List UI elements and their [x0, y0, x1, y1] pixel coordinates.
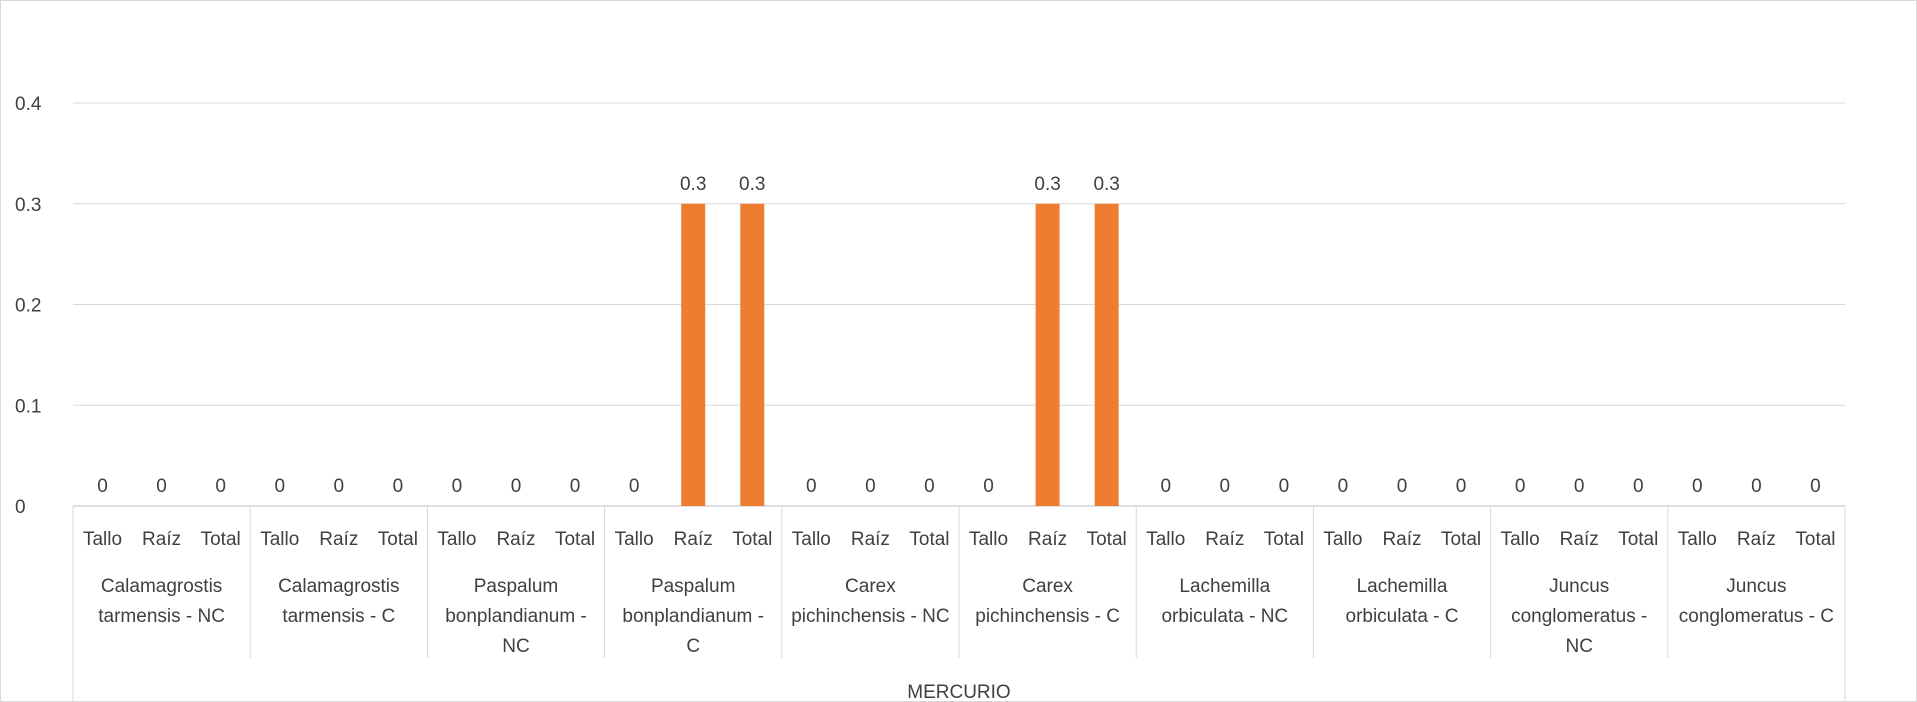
y-tick-label: 0.3: [15, 195, 41, 216]
data-label: 0.3: [680, 174, 706, 195]
group-tick-label: C: [686, 636, 700, 657]
group-tick-label: Paspalum: [474, 576, 559, 597]
subcategory-tick-label: Raíz: [1028, 529, 1067, 550]
subcategory-tick-label: Total: [1087, 529, 1127, 550]
group-tick-label: Carex: [845, 576, 896, 597]
subcategory-tick-label: Total: [201, 529, 241, 550]
group-tick-label: tarmensis - C: [282, 606, 395, 627]
data-label: 0: [1633, 476, 1644, 497]
subcategory-tick-label: Raíz: [1560, 529, 1599, 550]
group-tick-label: pichinchensis - NC: [791, 606, 949, 627]
data-label: 0: [924, 476, 935, 497]
bar: [1035, 203, 1060, 506]
subcategory-tick-label: Tallo: [969, 529, 1008, 550]
data-label: 0.3: [1034, 174, 1060, 195]
data-label: 0: [629, 476, 640, 497]
group-tick-label: NC: [1565, 636, 1592, 657]
subcategory-tick-label: Tallo: [1146, 529, 1185, 550]
data-label: 0: [215, 476, 226, 497]
data-label: 0: [1456, 476, 1467, 497]
subcategory-tick-label: Tallo: [1678, 529, 1717, 550]
group-tick-label: conglomeratus - C: [1679, 606, 1834, 627]
data-label: 0: [393, 476, 404, 497]
y-tick-label: 0.2: [15, 296, 41, 317]
subcategory-tick-label: Raíz: [674, 529, 713, 550]
group-tick-label: bonplandianum -: [445, 606, 587, 627]
group-tick-label: tarmensis - NC: [98, 606, 225, 627]
data-label: 0.3: [1093, 174, 1119, 195]
subcategory-tick-label: Tallo: [792, 529, 831, 550]
data-label: 0: [1515, 476, 1526, 497]
subcategory-tick-label: Raíz: [851, 529, 890, 550]
group-tick-label: Calamagrostis: [101, 576, 222, 597]
subcategory-tick-label: Raíz: [496, 529, 535, 550]
subcategory-tick-label: Tallo: [437, 529, 476, 550]
subcategory-tick-label: Tallo: [1323, 529, 1362, 550]
subcategory-tick-label: Total: [378, 529, 418, 550]
data-label: 0: [570, 476, 581, 497]
subcategory-tick-label: Total: [732, 529, 772, 550]
subcategory-tick-label: Tallo: [615, 529, 654, 550]
data-label: 0: [1692, 476, 1703, 497]
data-label: 0: [334, 476, 345, 497]
data-label: 0: [1160, 476, 1171, 497]
group-tick-label: Lachemilla: [1357, 576, 1448, 597]
data-label: 0: [452, 476, 463, 497]
data-label: 0: [1397, 476, 1408, 497]
group-tick-label: NC: [502, 636, 529, 657]
subcategory-tick-label: Total: [1795, 529, 1835, 550]
bar: [1094, 203, 1119, 506]
subcategory-tick-label: Tallo: [260, 529, 299, 550]
subcategory-tick-label: Tallo: [83, 529, 122, 550]
group-tick-label: Carex: [1022, 576, 1073, 597]
data-label: 0: [511, 476, 522, 497]
data-label: 0: [1338, 476, 1349, 497]
data-label: 0: [983, 476, 994, 497]
subcategory-tick-label: Tallo: [1501, 529, 1540, 550]
group-tick-label: orbiculata - C: [1346, 606, 1459, 627]
subcategory-tick-label: Raíz: [319, 529, 358, 550]
data-label: 0: [1810, 476, 1821, 497]
group-tick-label: conglomeratus -: [1511, 606, 1647, 627]
y-tick-label: 0.4: [15, 94, 42, 115]
data-label: 0: [865, 476, 876, 497]
subcategory-tick-label: Total: [1618, 529, 1658, 550]
subcategory-tick-label: Raíz: [142, 529, 181, 550]
subcategory-tick-label: Raíz: [1737, 529, 1776, 550]
subcategory-tick-label: Total: [555, 529, 595, 550]
data-label: 0: [1751, 476, 1762, 497]
group-tick-label: Juncus: [1549, 576, 1609, 597]
data-label: 0: [156, 476, 167, 497]
group-tick-label: orbiculata - NC: [1161, 606, 1288, 627]
group-tick-label: Calamagrostis: [278, 576, 399, 597]
group-tick-label: Juncus: [1726, 576, 1786, 597]
bar: [740, 203, 765, 506]
subcategory-tick-label: Raíz: [1205, 529, 1244, 550]
outer-category-label: MERCURIO: [907, 682, 1010, 701]
subcategory-tick-label: Raíz: [1382, 529, 1421, 550]
data-label: 0: [97, 476, 108, 497]
y-tick-label: 0: [15, 497, 26, 518]
data-label: 0: [1220, 476, 1231, 497]
data-label: 0: [806, 476, 817, 497]
subcategory-tick-label: Total: [909, 529, 949, 550]
data-label: 0: [1279, 476, 1290, 497]
group-tick-label: pichinchensis - C: [975, 606, 1120, 627]
bar: [681, 203, 706, 506]
data-label: 0: [274, 476, 285, 497]
group-tick-label: bonplandianum -: [622, 606, 764, 627]
data-label: 0: [1574, 476, 1585, 497]
subcategory-tick-label: Total: [1264, 529, 1304, 550]
y-tick-label: 0.1: [15, 396, 41, 417]
group-tick-label: Lachemilla: [1179, 576, 1270, 597]
group-tick-label: Paspalum: [651, 576, 736, 597]
subcategory-tick-label: Total: [1441, 529, 1481, 550]
data-label: 0.3: [739, 174, 765, 195]
